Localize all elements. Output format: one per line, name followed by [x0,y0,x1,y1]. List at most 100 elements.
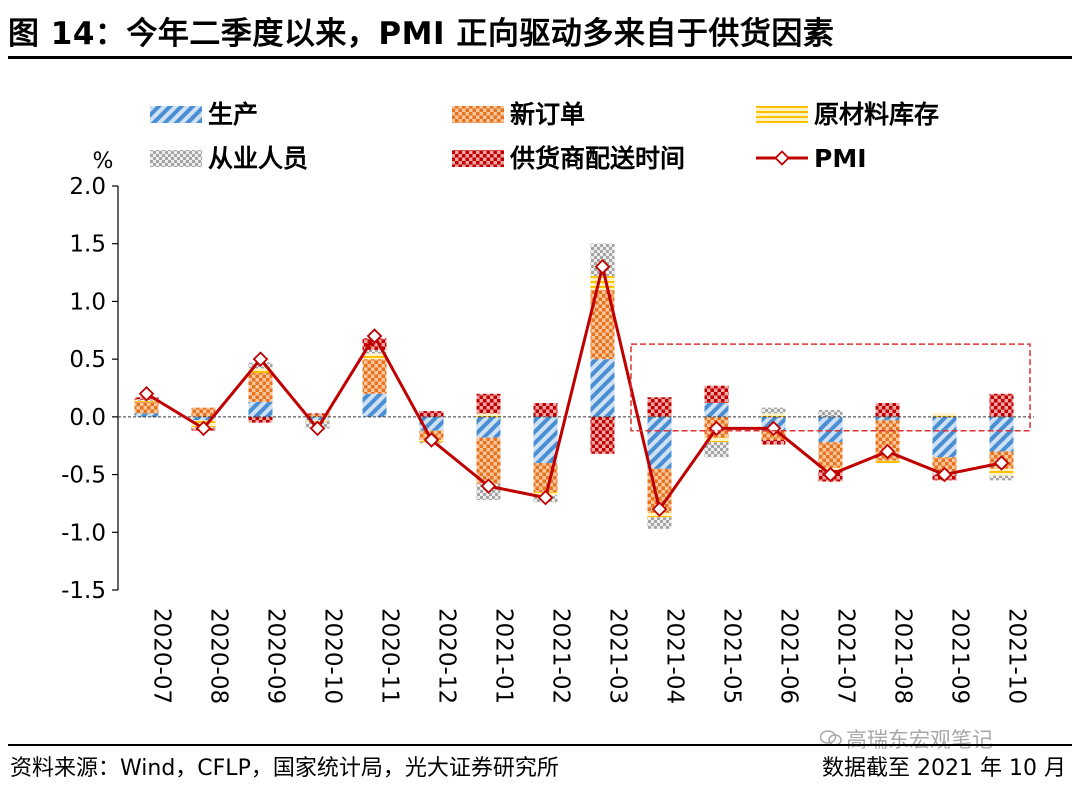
bar-employment-2021-06 [761,407,786,414]
x-tick-label: 2020-09 [263,608,289,704]
x-tick-label: 2021-07 [833,608,859,704]
y-tick-label: -1.0 [61,520,106,546]
bar-delivery-2021-10 [989,393,1014,417]
pmi-marker-2021-04 [651,501,668,517]
chart-title: 图 14：今年二季度以来，PMI 正向驱动多来自于供货因素 [8,16,835,52]
highlight-box [630,343,1031,432]
x-tick-label: 2021-09 [947,608,973,704]
bar-production-2021-05 [704,403,729,417]
legend-swatch-production [150,106,202,123]
bar-production-2020-10 [305,416,330,421]
bar-raw_inventory-2021-05 [704,437,729,443]
bar-production-2021-03 [590,359,615,417]
title-rule [8,56,1072,59]
x-tick-label: 2021-02 [548,608,574,704]
pmi-marker-2020-08 [195,420,212,437]
pmi-line-group [138,259,1010,517]
bar-new_orders-2021-09 [932,457,957,472]
bar-production-2020-11 [362,393,387,417]
source-note: 资料来源：Wind，CFLP，国家统计局，光大证券研究所 [10,756,559,781]
pmi-marker-2021-10 [993,455,1010,471]
y-tick-label: -0.5 [61,463,106,489]
bar-delivery-2021-08 [875,403,900,417]
bar-production-2021-01 [476,416,501,438]
x-axis: 2020-07 2020-08 2020-09 2020-10 2020-11 2020-… [149,608,1030,704]
bar-delivery-2021-04 [647,397,672,417]
legend-label-raw_inventory: 原材料库存 [814,100,939,129]
pmi-marker-2021-02 [537,489,554,506]
bar-delivery-2020-09 [248,416,273,423]
x-tick-label: 2021-05 [719,608,745,704]
bar-production-2020-07 [134,413,159,417]
bar-delivery-2021-01 [476,393,501,414]
y-tick-label: 0.5 [69,347,106,373]
y-axis-unit: % [93,149,114,174]
y-tick-label: 2.0 [69,174,106,200]
bar-raw_inventory-2021-08 [875,460,900,464]
bar-employment-2021-07 [818,409,843,417]
watermark-text: 高瑞东宏观笔记 [846,728,993,752]
bar-raw_inventory-2021-06 [761,413,786,417]
bar-production-2021-07 [818,416,843,443]
legend-label-employment: 从业人员 [208,144,308,173]
pmi-marker-2020-12 [423,432,440,448]
bar-delivery-2020-10 [305,413,330,415]
x-tick-label: 2021-01 [491,608,517,704]
bar-production-2021-02 [533,416,558,464]
legend-swatch-raw_inventory [756,106,808,123]
bar-new_orders-2020-10 [305,414,330,417]
pmi-marker-2020-10 [309,420,326,437]
bar-employment-2021-04 [647,517,672,529]
bar-raw_inventory-2021-09 [932,413,957,417]
pmi-marker-2021-07 [822,466,839,483]
y-tick-label: 1.0 [69,289,106,315]
legend-label-production: 生产 [208,100,258,129]
x-tick-label: 2021-10 [1004,608,1030,704]
x-tick-label: 2021-04 [662,608,688,704]
x-tick-label: 2020-10 [320,608,346,704]
pmi-marker-2021-09 [936,466,953,483]
legend-swatch-employment [150,150,202,167]
bar-production-2021-09 [932,416,957,458]
legend-label-pmi: PMI [814,144,867,173]
bar-production-2021-08 [875,416,900,421]
highlight-group [630,343,1031,432]
y-axis: -1.5 -1.0 -0.5 0.0 0.5 1.0 1.5 2.0% [61,149,119,604]
legend-swatch-delivery [452,150,504,167]
y-tick-label: 0.0 [69,405,106,431]
bar-new_orders-2021-01 [476,437,501,484]
x-tick-label: 2020-08 [206,608,232,704]
pmi-marker-2021-05 [708,420,725,437]
x-tick-label: 2021-03 [605,608,631,704]
bar-new_orders-2021-07 [818,442,843,468]
data-cutoff-note: 数据截至 2021 年 10 月 [822,756,1066,781]
bar-raw_inventory-2021-10 [989,468,1014,476]
pmi-line [145,265,1002,511]
bar-raw_inventory-2020-11 [362,353,387,360]
bar-delivery-2021-02 [533,403,558,417]
pmi-marker-2021-08 [879,443,896,460]
bar-new_orders-2020-09 [248,372,273,402]
bar-production-2020-08 [191,416,216,421]
bar-delivery-2021-06 [761,439,786,445]
bar-new_orders-2020-11 [362,359,387,394]
pmi-marker-2021-03 [594,259,611,275]
pmi-marker-2021-01 [480,478,497,494]
bar-delivery-2021-03 [590,416,615,454]
pmi-marker-2020-07 [138,385,155,402]
bar-production-2021-04 [647,416,672,469]
legend-label-new_orders: 新订单 [510,100,585,129]
wechat-icon [819,728,842,752]
bar-employment-2021-05 [704,442,729,458]
bar-production-2021-10 [989,416,1014,452]
x-tick-label: 2021-06 [776,608,802,704]
x-tick-label: 2020-11 [377,608,403,704]
bar-raw_inventory-2021-01 [476,413,501,417]
legend-swatch-marker-pmi [774,150,790,166]
pmi-marker-2020-11 [366,328,383,344]
x-tick-label: 2021-08 [890,608,916,704]
y-tick-label: -1.5 [61,578,106,604]
bar-delivery-2020-12 [419,411,444,417]
